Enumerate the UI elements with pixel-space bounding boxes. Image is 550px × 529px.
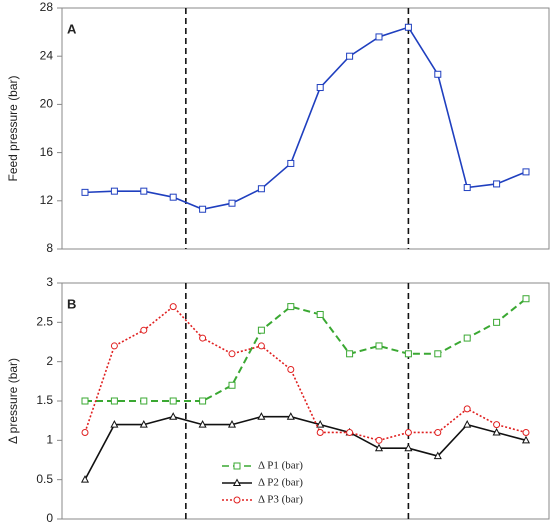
- marker: [375, 436, 383, 444]
- marker: [169, 412, 178, 420]
- marker: [463, 184, 471, 192]
- marker: [374, 443, 384, 452]
- legend-label: Δ P1 (bar): [258, 460, 303, 472]
- marker: [316, 420, 325, 428]
- marker: [316, 84, 324, 92]
- marker: [492, 427, 501, 436]
- panel-label: B: [67, 296, 76, 311]
- marker: [140, 326, 148, 334]
- marker: [169, 193, 177, 201]
- marker: [139, 420, 148, 428]
- y-tick-label: 16: [40, 145, 54, 159]
- legend-marker: [233, 462, 241, 470]
- y-tick-label: 1.5: [36, 393, 53, 407]
- marker: [404, 428, 412, 436]
- marker: [375, 33, 383, 41]
- y-tick-label: 2: [46, 354, 53, 368]
- panel-label: A: [67, 21, 77, 36]
- y-tick-label: 8: [46, 241, 53, 255]
- marker: [287, 303, 295, 311]
- marker: [257, 342, 265, 350]
- legend-marker: [233, 496, 241, 504]
- marker: [228, 381, 236, 389]
- marker: [346, 52, 354, 60]
- y-tick-label: 28: [40, 0, 54, 14]
- marker: [434, 350, 442, 358]
- marker: [81, 397, 89, 405]
- marker: [433, 451, 442, 460]
- y-tick-label: 0.5: [36, 472, 53, 486]
- marker: [316, 310, 324, 318]
- y-axis-label: Feed pressure (bar): [6, 75, 20, 181]
- marker: [81, 188, 89, 196]
- marker: [198, 420, 207, 428]
- y-tick-label: 20: [40, 97, 54, 111]
- marker: [110, 420, 119, 428]
- legend-label: Δ P2 (bar): [258, 477, 303, 489]
- series-line: [84, 26, 527, 211]
- marker: [346, 428, 354, 436]
- legend-label: Δ P3 (bar): [258, 494, 303, 506]
- marker: [463, 334, 471, 342]
- marker: [110, 187, 118, 195]
- marker: [522, 168, 530, 176]
- y-axis-label: Δ pressure (bar): [6, 358, 20, 444]
- series-line: [84, 305, 527, 442]
- y-tick-label: 1: [46, 433, 53, 447]
- marker: [227, 420, 237, 428]
- marker: [199, 205, 207, 213]
- marker: [257, 185, 265, 193]
- marker: [257, 326, 265, 334]
- marker: [522, 295, 530, 303]
- plot-frame: [61, 7, 550, 250]
- marker: [199, 334, 207, 342]
- marker: [493, 180, 501, 188]
- marker: [404, 23, 412, 31]
- marker: [286, 412, 295, 420]
- marker: [110, 342, 118, 350]
- marker: [287, 366, 295, 374]
- y-tick-label: 3: [46, 275, 53, 289]
- series-line: [85, 297, 527, 402]
- marker: [521, 435, 531, 444]
- marker: [169, 303, 177, 311]
- y-tick-label: 0: [46, 511, 53, 525]
- marker: [493, 318, 501, 326]
- marker: [287, 159, 295, 167]
- marker: [257, 412, 266, 420]
- marker: [81, 428, 89, 436]
- marker: [404, 443, 413, 452]
- marker: [434, 428, 442, 436]
- marker: [404, 350, 412, 358]
- marker: [463, 420, 472, 428]
- marker: [522, 428, 530, 436]
- marker: [228, 350, 236, 358]
- y-tick-label: 2.5: [36, 315, 53, 329]
- marker: [434, 70, 442, 78]
- y-tick-label: 24: [40, 48, 54, 62]
- marker: [228, 199, 236, 207]
- marker: [346, 350, 354, 358]
- marker: [140, 187, 148, 195]
- marker: [316, 428, 324, 436]
- marker: [375, 342, 383, 350]
- marker: [110, 397, 118, 405]
- y-tick-label: 12: [40, 193, 54, 207]
- legend-marker: [232, 478, 242, 486]
- marker: [463, 405, 471, 413]
- marker: [169, 397, 177, 405]
- marker: [140, 397, 148, 405]
- marker: [493, 421, 501, 429]
- marker: [80, 475, 90, 483]
- marker: [199, 397, 207, 405]
- series-line: [84, 415, 527, 481]
